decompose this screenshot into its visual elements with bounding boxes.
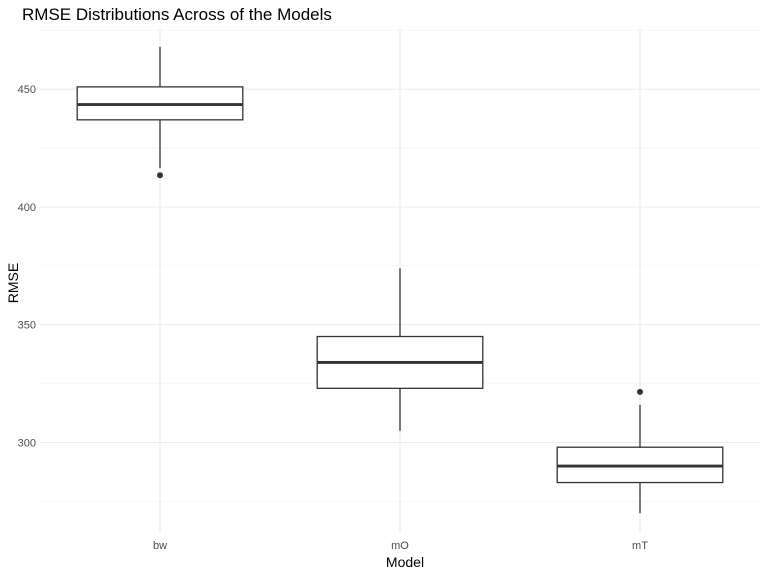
x-tick-label: mO (391, 540, 409, 552)
outlier-point (157, 172, 163, 179)
y-axis-ticks: 300 350 400 450 (18, 84, 36, 449)
y-tick-label: 450 (18, 84, 36, 96)
y-tick-label: 350 (18, 320, 36, 332)
boxes (76, 46, 724, 514)
x-tick-label: mT (632, 540, 648, 552)
x-axis-ticks: bw mO mT (153, 540, 648, 552)
outlier-point (637, 388, 643, 395)
x-tick-label: bw (153, 540, 167, 552)
y-axis-title: RMSE (5, 263, 21, 303)
grid (40, 28, 760, 532)
y-tick-label: 300 (18, 438, 36, 450)
chart-title: RMSE Distributions Across of the Models (22, 5, 332, 24)
x-axis-title: Model (386, 554, 424, 570)
y-tick-label: 400 (18, 202, 36, 214)
